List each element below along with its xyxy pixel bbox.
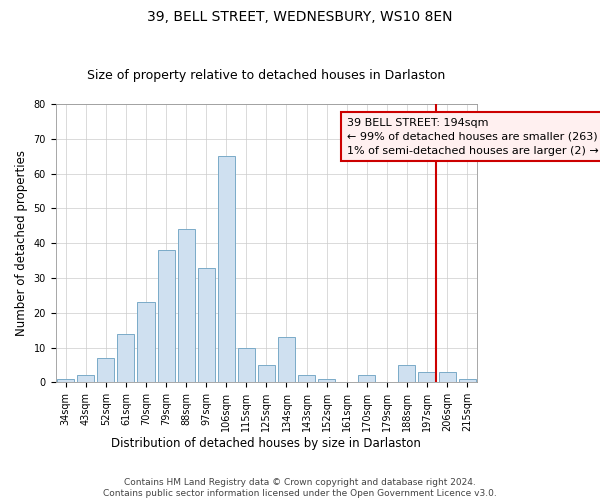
Bar [418,372,436,382]
Bar [118,334,134,382]
Text: 39, BELL STREET, WEDNESBURY, WS10 8EN: 39, BELL STREET, WEDNESBURY, WS10 8EN [147,10,453,24]
Bar [358,376,376,382]
Bar [258,365,275,382]
Y-axis label: Number of detached properties: Number of detached properties [15,150,28,336]
Text: 39 BELL STREET: 194sqm
← 99% of detached houses are smaller (263)
1% of semi-det: 39 BELL STREET: 194sqm ← 99% of detached… [347,118,598,156]
Bar [197,268,215,382]
Bar [318,379,335,382]
Bar [158,250,175,382]
Bar [77,376,94,382]
Bar [298,376,315,382]
Bar [97,358,115,382]
Bar [178,230,194,382]
Text: Contains HM Land Registry data © Crown copyright and database right 2024.
Contai: Contains HM Land Registry data © Crown c… [103,478,497,498]
Bar [398,365,415,382]
Bar [57,379,74,382]
Bar [278,337,295,382]
Bar [137,302,155,382]
Bar [238,348,255,382]
Bar [439,372,455,382]
X-axis label: Distribution of detached houses by size in Darlaston: Distribution of detached houses by size … [112,437,421,450]
Bar [458,379,476,382]
Title: Size of property relative to detached houses in Darlaston: Size of property relative to detached ho… [87,69,446,82]
Bar [218,156,235,382]
